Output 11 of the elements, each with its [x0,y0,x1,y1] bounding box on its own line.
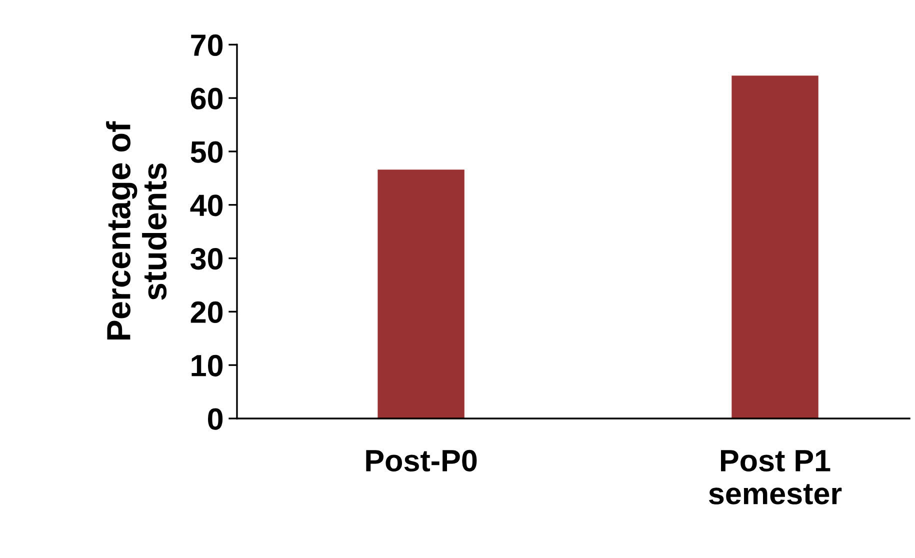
y-tick-label: 50 [190,141,223,163]
x-tick-label: Post P1 semester [708,450,842,504]
y-tick-label: 40 [190,194,223,216]
y-tick-label: 60 [190,88,223,110]
y-tick-label: 70 [191,34,223,56]
y-tick-label: 30 [190,248,223,270]
y-tick-label: 20 [190,301,223,324]
y-tick-label: 0 [208,408,223,430]
y-tick-label: 10 [192,354,223,376]
y-axis-title: Percentage of students [106,121,167,340]
x-tick-label: Post-P0 [366,450,477,472]
